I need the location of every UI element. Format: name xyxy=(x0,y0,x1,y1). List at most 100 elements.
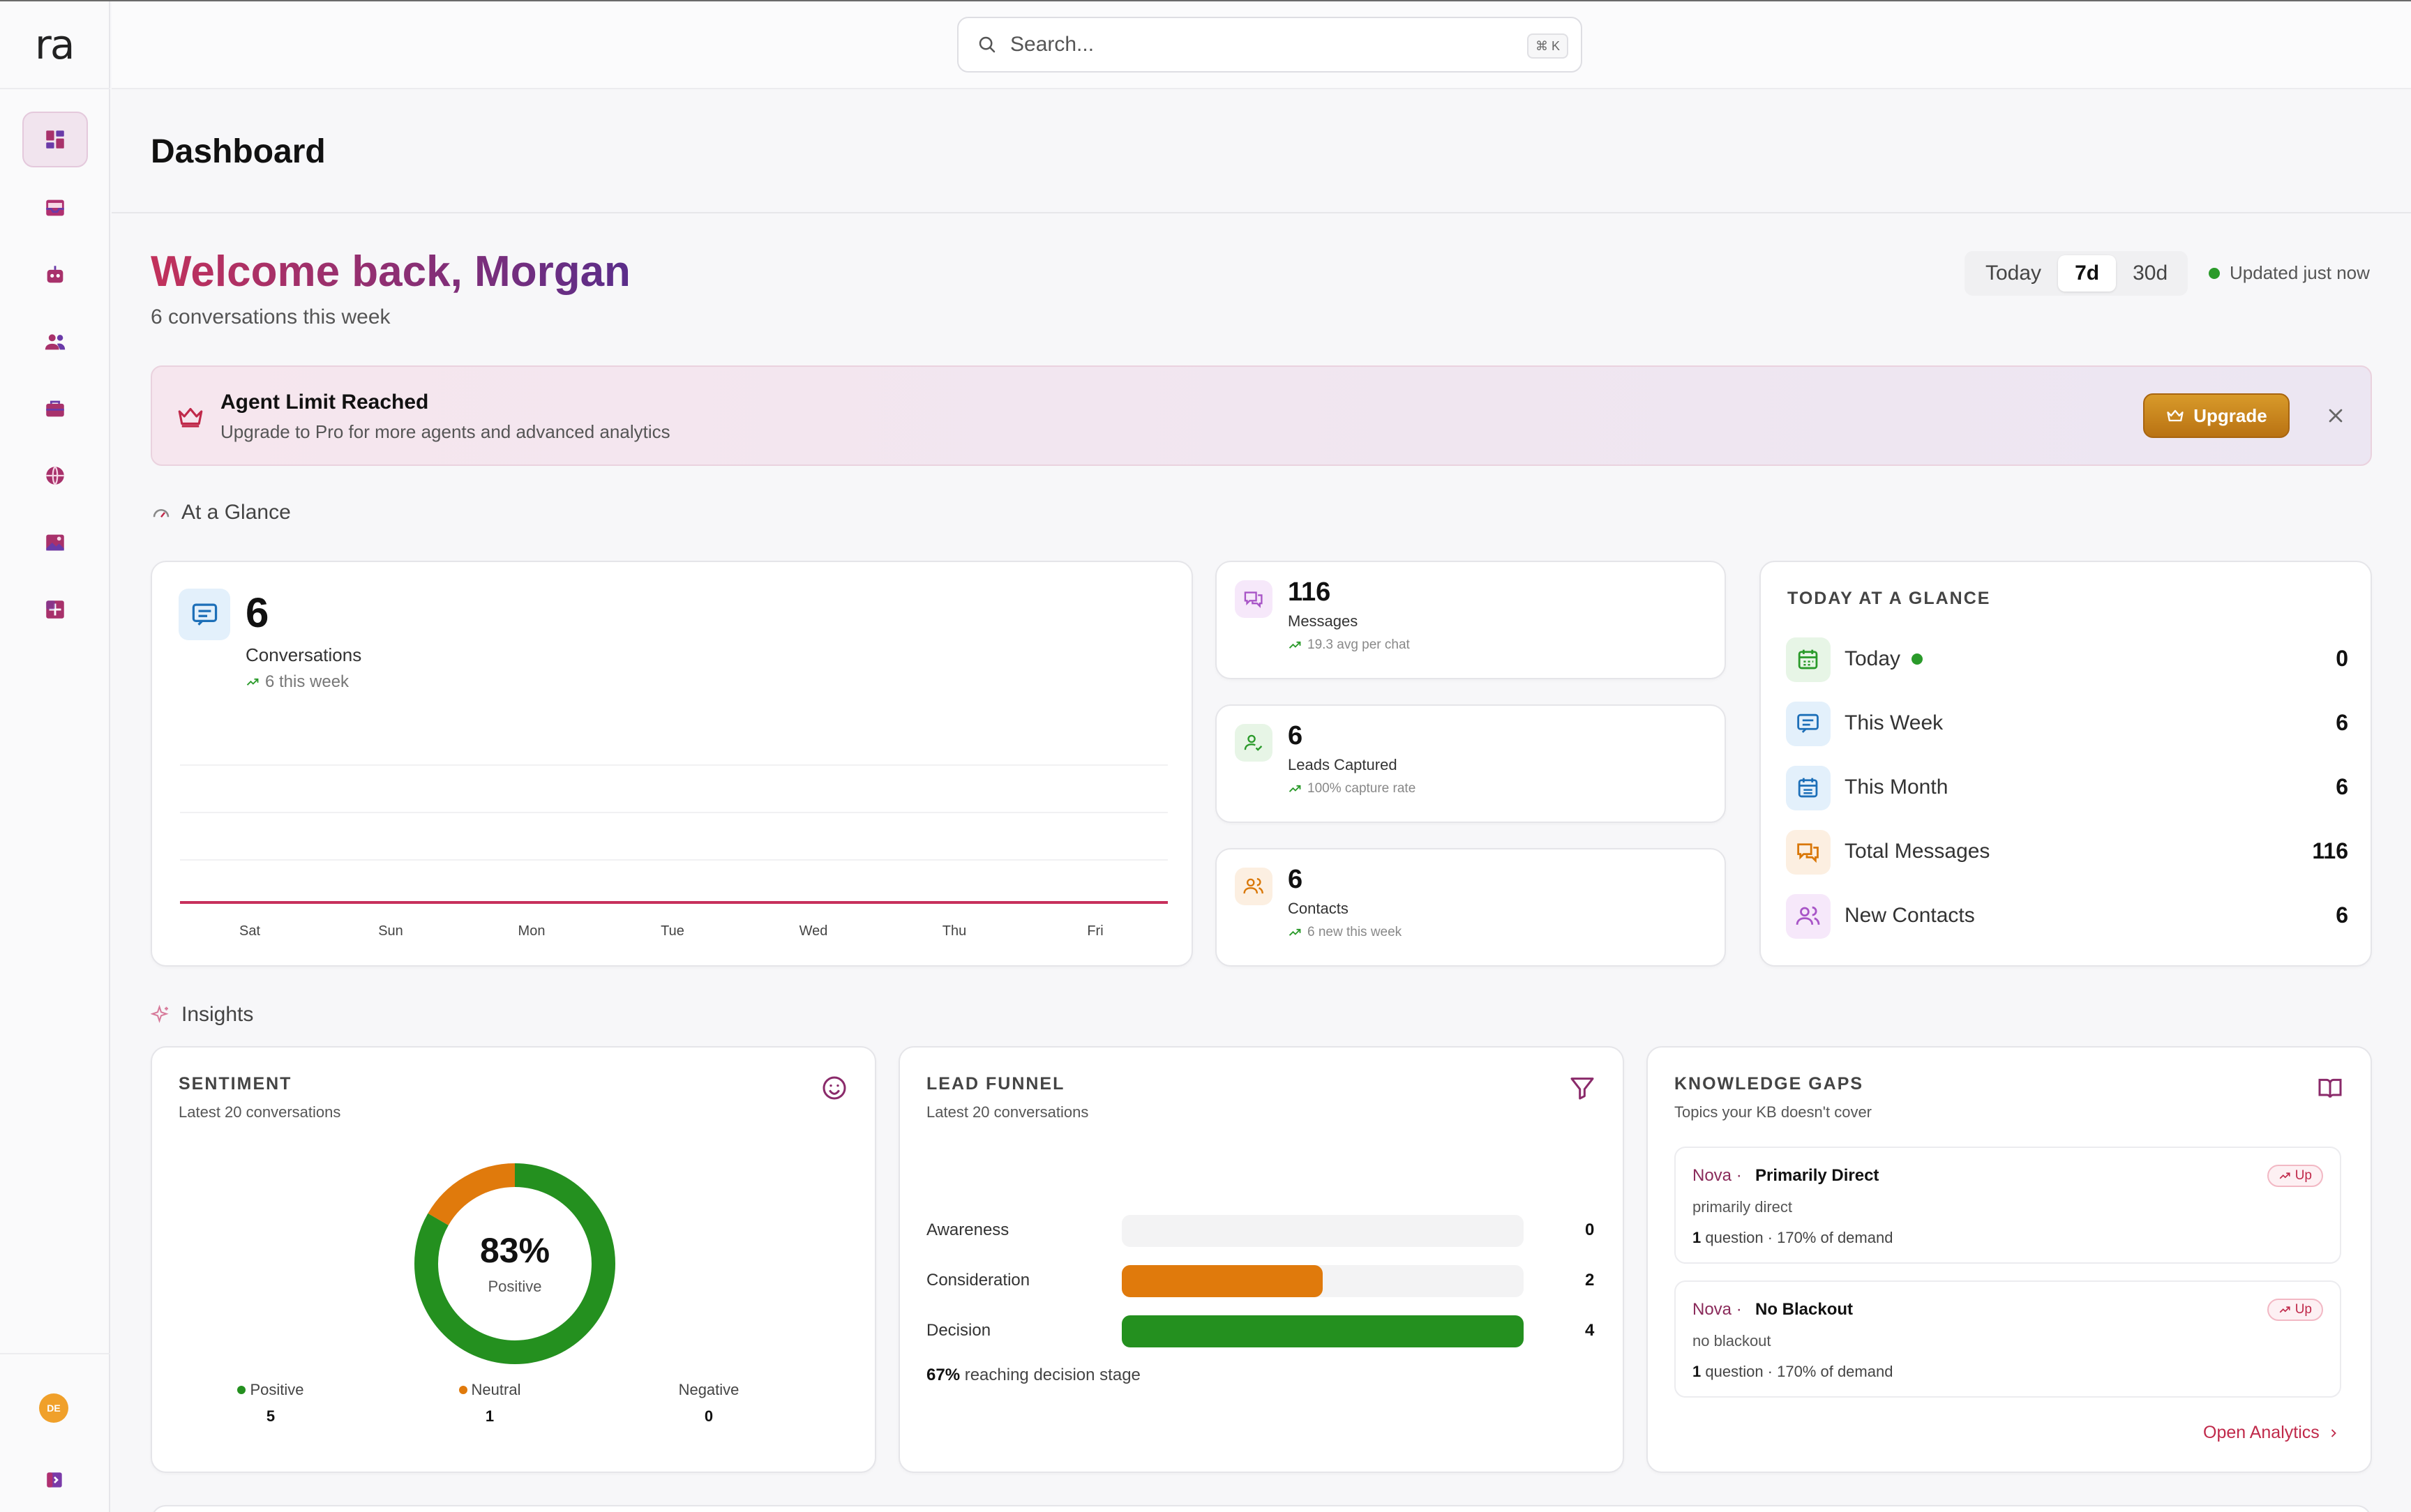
live-dot xyxy=(2209,267,2220,279)
sidebar-item-inbox[interactable] xyxy=(22,180,88,236)
trending-up-icon xyxy=(1289,641,1301,649)
stat-value: 6 xyxy=(1288,721,1303,750)
trending-up-icon xyxy=(2279,1306,2290,1313)
sentiment-center-label: Positive xyxy=(488,1278,542,1295)
range-7d[interactable]: 7d xyxy=(2058,255,2117,292)
chevron-right-icon xyxy=(2331,1428,2336,1437)
funnel-stage-value: 0 xyxy=(1585,1220,1595,1239)
legend-label: Neutral xyxy=(471,1381,521,1398)
gap-meta-text: question · 170% of demand xyxy=(1705,1363,1893,1380)
gap-text: primarily direct xyxy=(1692,1198,1793,1216)
x-tick-label: Tue xyxy=(661,923,684,939)
sidebar-toggle-icon[interactable] xyxy=(43,1469,66,1491)
page-header: Dashboard xyxy=(112,91,2411,213)
glance-row-this-week: This Week 6 xyxy=(1786,702,2348,746)
funnel-bar-fill xyxy=(1122,1265,1323,1297)
legend-value: 5 xyxy=(266,1407,276,1425)
glance-label: Total Messages xyxy=(1845,840,1990,863)
funnel-stage-label: Awareness xyxy=(926,1220,1009,1239)
section-insights: Insights xyxy=(151,1003,253,1027)
knowledge-gaps-card: KNOWLEDGE GAPS Topics your KB doesn't co… xyxy=(1646,1046,2372,1473)
gauge-icon xyxy=(153,509,170,518)
crown-icon xyxy=(178,407,203,428)
funnel-title: LEAD FUNNEL xyxy=(926,1074,1065,1094)
sentiment-subtitle: Latest 20 conversations xyxy=(179,1103,341,1121)
image-icon xyxy=(46,534,64,551)
globe-icon xyxy=(46,466,64,485)
glance-label: Today xyxy=(1845,647,1923,671)
sidebar-item-media[interactable] xyxy=(22,515,88,570)
x-tick-label: Mon xyxy=(518,923,546,939)
logo: ra xyxy=(35,21,75,68)
avatar[interactable]: DE xyxy=(39,1393,68,1423)
funnel-bar-fill xyxy=(1122,1315,1524,1347)
sidebar-item-contacts[interactable] xyxy=(22,314,88,370)
updated-status: Updated just now xyxy=(2209,262,2370,284)
stat-icon-tile xyxy=(1235,868,1272,905)
sidebar-item-agents[interactable] xyxy=(22,247,88,303)
glance-row-new-contacts: New Contacts 6 xyxy=(1786,894,2348,939)
sparkles-icon xyxy=(151,1004,169,1023)
x-tick-label: Fri xyxy=(1087,923,1104,939)
glance-label: This Month xyxy=(1845,776,1948,799)
calendar-icon xyxy=(1798,778,1818,798)
sidebar-item-dashboard[interactable] xyxy=(22,112,88,167)
glance-label-text: Today xyxy=(1845,647,1901,670)
glance-row-today: Today 0 xyxy=(1786,637,2348,682)
legend-positive: Positive 5 xyxy=(215,1381,326,1426)
gap-agent: Nova · xyxy=(1692,1166,1742,1185)
legend-value: 0 xyxy=(704,1407,714,1425)
sidebar-item-tools[interactable] xyxy=(22,381,88,437)
calendar-icon xyxy=(1798,650,1818,670)
glance-label-text: This Month xyxy=(1845,776,1948,799)
x-tick-label: Thu xyxy=(942,923,967,939)
legend-label: Positive xyxy=(250,1381,304,1398)
knowledge-gap-item[interactable]: Nova · Primarily Direct primarily direct 1 … xyxy=(1674,1147,2341,1264)
gap-title: No Blackout xyxy=(1755,1300,1854,1319)
close-icon[interactable] xyxy=(2324,405,2347,427)
glance-label: New Contacts xyxy=(1845,904,1975,928)
trend-badge-label: Up xyxy=(2294,1168,2312,1183)
gap-meta: 1 question · 170% of demand xyxy=(1692,1363,1893,1381)
glance-label-text: New Contacts xyxy=(1845,904,1975,927)
gap-meta-text: question · 170% of demand xyxy=(1705,1229,1893,1246)
glance-icon-tile xyxy=(1786,766,1831,810)
sidebar-item-integrations[interactable] xyxy=(22,582,88,637)
stat-value: 116 xyxy=(1288,577,1331,607)
upgrade-button-label: Upgrade xyxy=(2193,405,2267,426)
legend-value: 1 xyxy=(485,1407,495,1425)
banner-title: Agent Limit Reached xyxy=(220,391,429,414)
sidebar-item-web[interactable] xyxy=(22,448,88,504)
chart-gridline xyxy=(180,764,1168,766)
open-analytics-link[interactable]: Open Analytics xyxy=(2203,1423,2341,1443)
glance-icon-tile xyxy=(1786,894,1831,939)
legend-dot xyxy=(458,1386,467,1394)
funnel-summary-text: reaching decision stage xyxy=(964,1366,1141,1384)
glance-label-text: This Week xyxy=(1845,711,1944,734)
bot-icon xyxy=(47,266,63,283)
sentiment-center-value: 83% xyxy=(479,1231,550,1270)
range-today[interactable]: Today xyxy=(1985,262,2042,285)
knowledge-gap-item[interactable]: Nova · No Blackout no blackout 1 question ·… xyxy=(1674,1280,2341,1398)
upgrade-button[interactable]: Upgrade xyxy=(2143,393,2290,438)
x-tick-label: Wed xyxy=(799,923,828,939)
messages-card: 116 Messages 19.3 avg per chat xyxy=(1215,561,1726,679)
search-input[interactable]: Search... ⌘ K xyxy=(957,17,1582,73)
section-title: Insights xyxy=(181,1003,254,1026)
x-tick-label: Sat xyxy=(239,923,261,939)
contacts-card: 6 Contacts 6 new this week xyxy=(1215,848,1726,967)
stat-sub: 19.3 avg per chat xyxy=(1288,637,1410,653)
glance-value: 6 xyxy=(2336,902,2348,928)
sidebar-divider xyxy=(0,88,110,89)
range-30d[interactable]: 30d xyxy=(2133,262,2168,285)
legend-label: Negative xyxy=(678,1381,739,1398)
gap-meta: 1 question · 170% of demand xyxy=(1692,1229,1893,1247)
stat-label: Messages xyxy=(1288,612,1358,630)
chart-gridline xyxy=(180,859,1168,861)
user-check-icon xyxy=(1245,735,1263,752)
funnel-stage-label: Decision xyxy=(926,1321,991,1340)
gap-count: 1 xyxy=(1692,1229,1702,1246)
updated-text: Updated just now xyxy=(2230,262,2370,283)
funnel-bar-track xyxy=(1122,1265,1524,1297)
trending-up-icon xyxy=(2279,1172,2290,1179)
